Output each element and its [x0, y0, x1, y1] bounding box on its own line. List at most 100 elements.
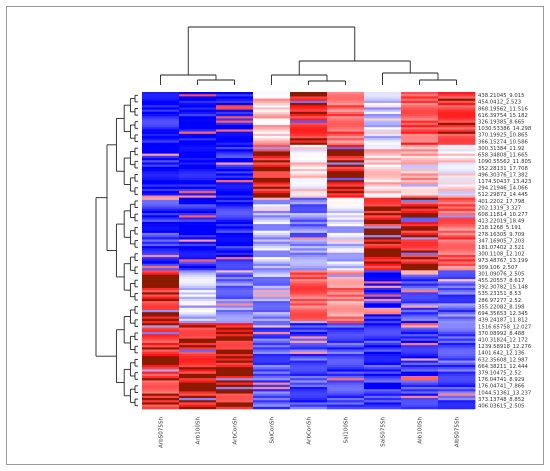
heatmap-cell [216, 318, 254, 322]
heatmap-cell [290, 230, 328, 234]
heatmap-cell [438, 92, 476, 95]
heatmap-cell [438, 158, 476, 161]
heatmap-cell [401, 334, 439, 337]
heatmap-cell [142, 230, 180, 234]
heatmap-cell [179, 274, 217, 278]
heatmap-cell [438, 393, 476, 397]
heatmap-cell [438, 303, 476, 306]
heatmap-cell [216, 180, 254, 183]
heatmap-cell [290, 397, 328, 401]
heatmap-cell [216, 325, 254, 328]
heatmap-cell [216, 204, 254, 207]
heatmap-cell [290, 131, 328, 135]
heatmap-cell [253, 193, 291, 196]
heatmap-cell [142, 138, 180, 141]
heatmap-cell [253, 309, 291, 313]
heatmap-cell [253, 177, 291, 181]
heatmap-cell [290, 153, 328, 157]
heatmap-cell [290, 111, 328, 115]
heatmap-cell [401, 155, 439, 159]
heatmap-cell [216, 153, 254, 157]
heatmap-cell [142, 287, 180, 291]
heatmap-cell [290, 140, 328, 143]
heatmap-cell [364, 107, 402, 110]
heatmap-cell [401, 287, 439, 291]
heatmap-cell [290, 345, 328, 348]
heatmap-cell [216, 109, 254, 113]
heatmap-cell [290, 188, 328, 192]
heatmap-cell [401, 353, 439, 357]
heatmap-cell [216, 285, 254, 289]
heatmap-cell [253, 294, 291, 298]
heatmap-cell [216, 397, 254, 401]
heatmap-cell [290, 325, 328, 328]
heatmap-cell [142, 250, 180, 253]
heatmap-cell [142, 272, 180, 276]
heatmap-cell [142, 206, 180, 209]
heatmap-cell [364, 367, 402, 370]
heatmap-cell [438, 353, 476, 357]
heatmap-cell [253, 336, 291, 339]
heatmap-cell [253, 175, 291, 179]
heatmap-cell [401, 281, 439, 284]
heatmap-cell [179, 393, 217, 397]
heatmap-cell [290, 316, 328, 320]
heatmap-cell [401, 305, 439, 309]
heatmap-cell [327, 162, 365, 165]
heatmap-cell [401, 250, 439, 253]
heatmap-cell [216, 263, 254, 267]
heatmap-cell [179, 268, 217, 271]
heatmap-cell [216, 206, 254, 209]
heatmap-cell [216, 358, 254, 361]
heatmap-cell [253, 292, 291, 295]
heatmap-cell [179, 301, 217, 304]
heatmap-cell [438, 397, 476, 401]
heatmap-cell [401, 171, 439, 174]
heatmap-cell [216, 404, 254, 408]
heatmap-cell [253, 241, 291, 245]
column-labels: ArbS075Sh Arb100Sh ArbConSh SalConSh ArbConS… [159, 417, 461, 448]
heatmap-cell [253, 202, 291, 205]
heatmap-cell [401, 96, 439, 99]
heatmap-cell [290, 100, 328, 104]
heatmap-cell [253, 263, 291, 267]
heatmap-cell [253, 153, 291, 157]
heatmap-cell [216, 307, 254, 311]
heatmap-cell [438, 285, 476, 289]
heatmap-cell [142, 127, 180, 130]
heatmap-cell [253, 169, 291, 172]
heatmap-cell [216, 219, 254, 223]
heatmap-cell [327, 283, 365, 287]
heatmap-cell [179, 400, 217, 403]
row-label: 1090.55562_11.805 [478, 159, 531, 165]
heatmap-cell [401, 162, 439, 165]
heatmap-cell [438, 274, 476, 278]
column-label: Arb100Sh [196, 417, 202, 445]
heatmap-cell [364, 136, 402, 139]
heatmap-cell [253, 217, 291, 220]
heatmap-cell [290, 342, 328, 346]
heatmap-cell [438, 327, 476, 331]
heatmap-cell [142, 114, 180, 117]
heatmap-cell [327, 217, 365, 220]
heatmap-cell [364, 166, 402, 170]
heatmap-cell [401, 283, 439, 287]
heatmap-cell [142, 219, 180, 223]
heatmap-cell [290, 307, 328, 311]
heatmap-cell [327, 406, 365, 410]
heatmap-cell [179, 144, 217, 148]
heatmap-cell [179, 314, 217, 317]
heatmap-cell [142, 296, 180, 300]
heatmap-cell [290, 276, 328, 280]
heatmap-cell [438, 149, 476, 152]
heatmap-cell [216, 118, 254, 121]
heatmap-cell [364, 239, 402, 242]
heatmap-cell [290, 162, 328, 165]
heatmap-cell [253, 303, 291, 306]
heatmap-cell [438, 347, 476, 350]
heatmap-cell [364, 191, 402, 194]
heatmap-cell [364, 294, 402, 298]
heatmap-cell [438, 186, 476, 190]
heatmap-cell [216, 96, 254, 99]
heatmap-cell [290, 287, 328, 291]
